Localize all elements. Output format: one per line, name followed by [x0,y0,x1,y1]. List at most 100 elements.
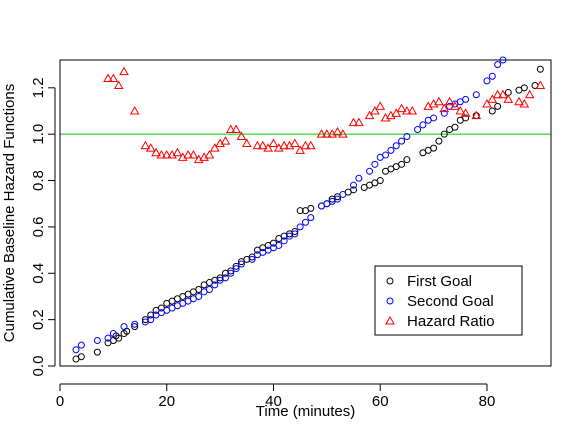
y-tick-label: 0.8 [30,170,47,191]
hazard-ratio-point [402,105,412,115]
first-goal-point [77,353,85,361]
second-goal-point [195,292,203,300]
x-axis-title: Time (minutes) [256,403,355,420]
x-tick-label: 0 [56,393,64,410]
y-tick-label: 0.2 [30,309,47,330]
hazard-ratio-point [370,105,380,115]
legend-label-hazard-ratio: Hazard Ratio [407,313,495,330]
second-goal-point [72,346,80,354]
y-tick-label: 1.2 [30,77,47,98]
hazard-ratio-point [151,147,161,157]
y-axis-title: Cumulative Baseline Hazard Functions [1,84,18,342]
y-tick-label: 0.6 [30,216,47,237]
hazard-ratio-point [487,94,498,103]
second-goal-point [462,95,470,103]
second-goal-point [307,214,315,222]
legend-box [374,265,523,336]
second-goal-point [419,121,427,129]
hazard-ratio-point [300,140,311,150]
first-goal-point [131,323,139,331]
second-goal-point [392,142,400,150]
first-goal-point [141,316,149,324]
second-goal-point [414,126,422,134]
second-goal-point [382,151,390,159]
second-goal-point [131,320,139,328]
hazard-ratio-point [514,96,524,106]
second-goal-point [387,146,395,154]
hazard-ratio-point [103,73,113,83]
second-goal-point [371,160,379,168]
second-goal-point [440,109,448,117]
hazard-ratio-point [119,66,129,76]
hazard-ratio-point [503,94,514,103]
x-tick-label: 80 [479,393,496,410]
first-goal-point [520,84,528,92]
legend: First Goal Second Goal Hazard Ratio [374,265,523,336]
hazard-ratio-point [241,138,252,147]
hazard-ratio-point [316,129,327,138]
second-goal-point [248,255,256,263]
second-goal-point [280,237,288,245]
second-goal-point [275,241,283,249]
y-axis: 0.0 0.2 0.4 0.6 0.8 1.0 1.2 [30,77,56,377]
second-goal-point [355,174,363,182]
first-goal-point [291,228,299,236]
y-tick-label: 1.0 [30,124,47,145]
second-goal-point [77,341,85,349]
hazard-ratio-point [172,147,183,157]
hazard-ratio-point [289,138,300,147]
hazard-ratio-point [257,140,268,150]
second-goal-point [147,316,155,324]
hazard-ratio-point [236,131,247,140]
hazard-ratio-point [407,105,418,115]
second-goal-point [430,114,438,122]
hazard-ratio-point [252,140,263,150]
hazard-ratio-point [460,108,471,117]
first-goal-point [494,102,502,110]
legend-marker-hazard-ratio [385,315,395,325]
second-goal-point [237,260,245,268]
legend-marker-second-goal [386,297,394,305]
legend-label-second-goal: Second Goal [407,293,494,310]
second-goal-point [227,269,235,277]
first-goal-point [93,348,101,356]
second-goal-point [339,190,347,198]
hazard-ratio-point [140,140,151,150]
hazard-ratio-point [225,124,236,134]
hazard-ratio-point [519,99,530,108]
first-goal-point [435,137,443,145]
legend-marker-first-goal [386,277,394,285]
hazard-ratio-point [231,124,241,134]
hazard-ratio-point [450,101,460,110]
x-axis: 0 20 40 60 80 [56,383,496,410]
hazard-ratio-point [364,110,375,120]
y-tick-label: 0.0 [30,356,47,377]
first-goal-point [147,311,155,319]
second-goal-point [472,91,480,99]
hazard-ratio-point [471,110,482,120]
hazard-ratio-point [396,103,407,113]
hazard-ratio-point [332,126,343,136]
x-tick-label: 60 [372,393,389,410]
hazard-ratio-point [375,101,386,110]
second-goal-point [93,337,101,344]
first-goal-point [462,114,470,122]
first-goal-point [536,65,544,73]
first-goal-point [440,130,448,138]
hazard-ratio-point [391,108,402,117]
second-goal-point [296,223,304,231]
hazard-ratio-point [108,73,119,83]
hazard-ratio-point [279,140,290,150]
second-goal-point [120,323,128,331]
first-goal-point [307,204,315,212]
hazard-ratio-point [482,99,492,108]
hazard-ratio-point [204,150,215,159]
hazard-ratio-point [498,89,508,99]
hazard-ratio-point [455,105,466,115]
hazard-ratio-point [263,143,274,152]
first-goal-point [216,274,224,282]
second-goal-point [398,137,406,145]
second-goal-point [488,72,496,80]
points-layer [72,56,546,363]
second-goal-point [205,286,213,293]
